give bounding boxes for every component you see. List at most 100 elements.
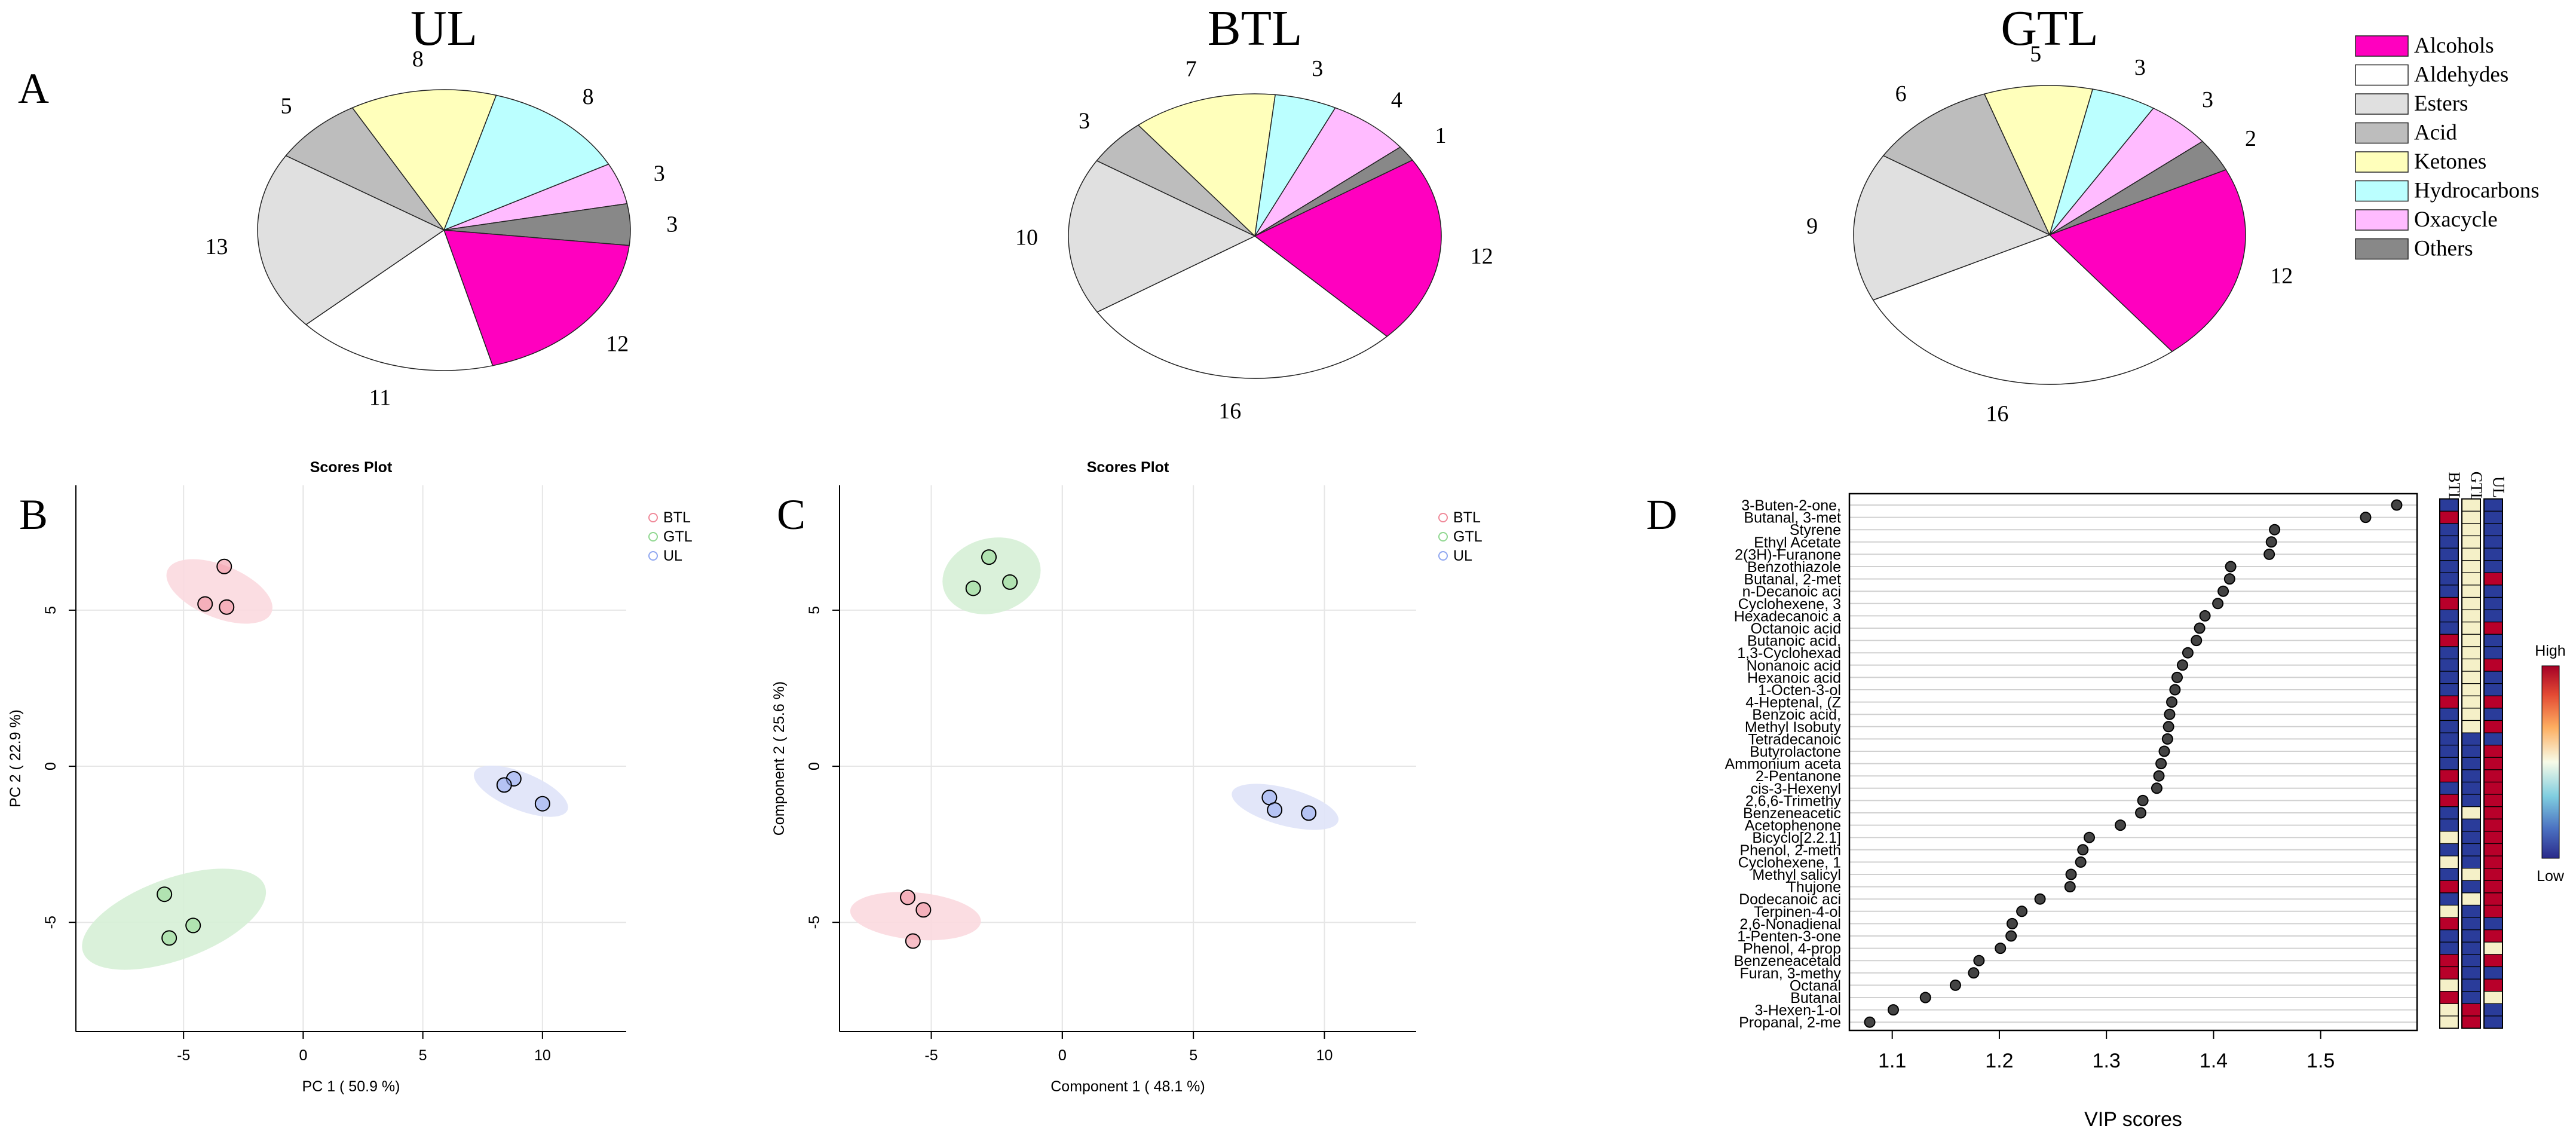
heatmap-cell xyxy=(2483,892,2503,906)
vip-feature-label: 2,6,6-Trimethy xyxy=(1745,793,1842,809)
heatmap-cell xyxy=(2461,843,2481,856)
legend-marker-gtl xyxy=(1438,532,1448,542)
legend-marker-gtl xyxy=(648,532,658,542)
heatmap-cell xyxy=(2439,781,2459,795)
y-tick-label: 5 xyxy=(806,606,823,614)
heatmap-cell xyxy=(2439,560,2459,573)
vip-score-point xyxy=(1887,1004,1899,1016)
score-point-btl xyxy=(219,599,235,615)
heatmap-cell xyxy=(2483,658,2503,672)
y-tick-label: 5 xyxy=(42,606,59,614)
heatmap-cell xyxy=(2439,609,2459,623)
heatmap-cell xyxy=(2439,671,2459,684)
vip-score-point xyxy=(1973,954,1985,966)
vip-score-point xyxy=(2158,745,2170,757)
pie-slice-acid xyxy=(1882,93,2051,236)
vip-score-point xyxy=(1919,992,1931,1004)
vip-feature-label: 3-Hexen-1-ol xyxy=(1754,1002,1841,1019)
heatmap-cell xyxy=(2439,769,2459,783)
y-tick-label: 0 xyxy=(42,762,59,770)
heatmap-cell xyxy=(2439,523,2459,537)
colorbar-high-label: High xyxy=(2535,643,2565,659)
vip-feature-label: Bicyclo[2.2.1] xyxy=(1752,830,1841,846)
heatmap-cell xyxy=(2461,1003,2481,1017)
heatmap-cell xyxy=(2439,991,2459,1004)
heatmap-cell xyxy=(2461,818,2481,832)
heatmap-cell xyxy=(2461,880,2481,894)
heatmap-cell xyxy=(2439,954,2459,968)
x-tick-label: -5 xyxy=(177,1047,190,1064)
pie-value-label: 9 xyxy=(1806,214,1818,239)
legend-label-ul: UL xyxy=(1453,547,1472,564)
heatmap-cell xyxy=(2439,695,2459,709)
heatmap-cell xyxy=(2461,904,2481,918)
legend-label-aldehydes: Aldehydes xyxy=(2414,63,2508,87)
heatmap-cell xyxy=(2483,1003,2503,1017)
vip-x-tick-label: 1.5 xyxy=(2307,1050,2335,1072)
score-point-ul xyxy=(534,796,550,812)
heatmap-cell xyxy=(2439,966,2459,980)
heatmap-cell xyxy=(2483,978,2503,992)
legend-marker-ul xyxy=(648,551,658,561)
legend-label-ul: UL xyxy=(663,547,682,564)
heatmap-cell xyxy=(2439,634,2459,647)
heatmap-cell xyxy=(2439,843,2459,856)
heatmap-cell xyxy=(2483,585,2503,598)
heatmap-cell xyxy=(2439,917,2459,931)
legend-label-others: Others xyxy=(2414,237,2473,261)
vip-feature-label: Tetradecanoic xyxy=(1748,731,1841,748)
heatmap-cell xyxy=(2483,794,2503,807)
y-tick-label: -5 xyxy=(42,916,59,929)
pie-value-label: 11 xyxy=(369,385,391,410)
vip-feature-label: Dodecanoic aci xyxy=(1739,891,1841,908)
vip-feature-label: Phenol, 2-meth xyxy=(1739,842,1841,859)
heatmap-cell xyxy=(2461,745,2481,758)
vip-feature-label: Terpinen-4-ol xyxy=(1754,904,1841,920)
heatmap-cell xyxy=(2483,646,2503,660)
pie-value-label: 12 xyxy=(606,332,629,357)
heatmap-column-label-btl: BTL xyxy=(2446,472,2464,503)
colorbar-low-label: Low xyxy=(2537,868,2565,885)
pie-value-label: 8 xyxy=(412,47,424,72)
heatmap-cell xyxy=(2461,966,2481,980)
confidence-ellipse-btl xyxy=(166,559,272,624)
vip-feature-label: 1-Octen-3-ol xyxy=(1758,682,1841,699)
heatmap-cell xyxy=(2483,941,2503,955)
vip-score-point xyxy=(2182,647,2194,659)
heatmap-cell xyxy=(2439,1015,2459,1029)
vip-score-point xyxy=(2265,536,2277,548)
pie-slice-alcohols xyxy=(2048,169,2246,353)
legend-label-hydrocarbons: Hydrocarbons xyxy=(2414,179,2540,203)
vip-feature-label: Cyclohexene, 3 xyxy=(1738,596,1841,613)
heatmap-cell xyxy=(2461,585,2481,598)
vip-feature-label: Methyl Isobuty xyxy=(1745,719,1842,736)
vip-score-point xyxy=(1968,967,1980,979)
vip-score-point xyxy=(2217,585,2229,597)
pie-value-label: 2 xyxy=(2245,126,2256,151)
pie-slice-esters xyxy=(1068,160,1256,313)
vip-feature-label: 1,3-Cyclohexad xyxy=(1737,645,1841,662)
vip-score-point xyxy=(2360,512,2372,524)
panel-label-d: D xyxy=(1646,491,1677,539)
pie-value-label: 16 xyxy=(1986,402,2008,427)
score-point-gtl xyxy=(1002,574,1018,590)
vip-x-tick-label: 1.4 xyxy=(2200,1050,2228,1072)
y-axis-label: Component 2 ( 25.6 %) xyxy=(771,681,788,836)
vip-score-point xyxy=(2161,733,2173,745)
heatmap-cell xyxy=(2461,683,2481,696)
vip-feature-label: Phenol, 4-prop xyxy=(1743,941,1841,957)
pie-value-label: 5 xyxy=(281,93,292,118)
vip-feature-label: 1-Penten-3-one xyxy=(1737,928,1841,945)
heatmap-cell xyxy=(2483,757,2503,770)
pie-value-label: 12 xyxy=(1471,244,1493,269)
heatmap-cell xyxy=(2461,510,2481,524)
heatmap-column-frame xyxy=(2439,498,2459,1029)
vip-score-point xyxy=(2005,930,2017,942)
score-point-gtl xyxy=(981,549,997,565)
vip-feature-label: n-Decanoic aci xyxy=(1742,583,1841,600)
heatmap-cell xyxy=(2439,658,2459,672)
legend-swatch-esters xyxy=(2355,93,2409,115)
